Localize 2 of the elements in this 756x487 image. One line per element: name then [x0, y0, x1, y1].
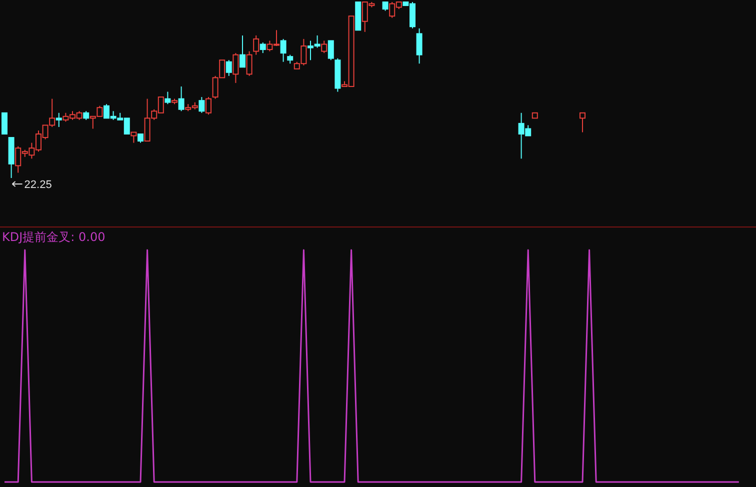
chart-title: KDJ提前金叉: 0.00: [2, 230, 106, 244]
text: 22.25: [24, 179, 52, 191]
